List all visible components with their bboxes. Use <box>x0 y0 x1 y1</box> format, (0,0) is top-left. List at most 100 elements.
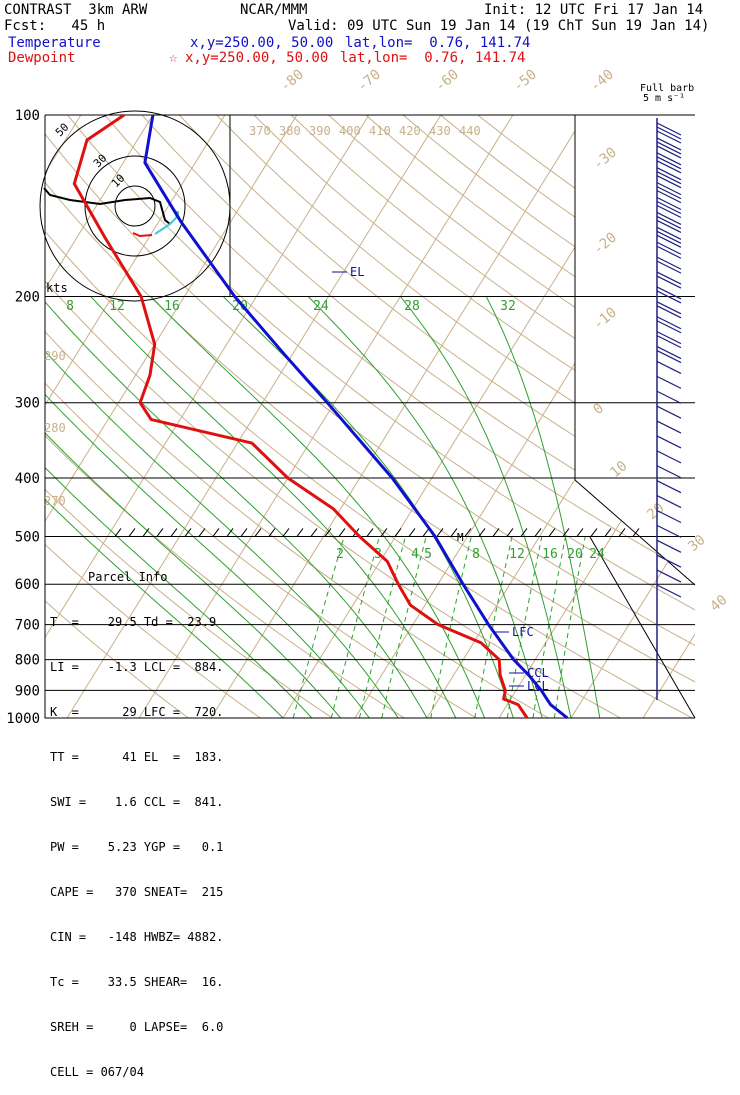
isotherm-label: -60 <box>432 67 462 96</box>
theta-side-label: 280 <box>44 421 66 435</box>
hatch-mark <box>171 528 177 536</box>
hatch-mark <box>213 528 219 536</box>
moist-adiabat-line <box>308 297 542 719</box>
moist-adiabat-line <box>486 297 600 719</box>
hatch-mark <box>409 528 415 536</box>
mixing-ratio-label: 2 <box>336 547 344 562</box>
dry-adiabat-line <box>440 115 740 718</box>
wind-barb <box>657 406 681 418</box>
parcel-row: SWI = 1.6 CCL = 841. <box>50 795 245 810</box>
mixing-ratio-label: 8 <box>66 299 74 314</box>
parcel-row: CIN = -148 HWBZ= 4882. <box>50 930 245 945</box>
mixing-ratio-label: 5 <box>424 547 432 562</box>
frame-diagonal <box>575 480 695 585</box>
dewpoint-xy: x,y=250.00, 50.00 <box>185 50 328 66</box>
wind-barb <box>657 361 681 373</box>
hatch-mark <box>591 528 597 536</box>
mixing-ratio-label: 12 <box>509 547 525 562</box>
theta-label: 430 <box>429 124 451 138</box>
temperature-xy: x,y=250.00, 50.00 <box>190 35 333 51</box>
init-time: Init: 12 UTC Fri 17 Jan 14 <box>484 2 703 18</box>
hatch-mark <box>507 528 513 536</box>
isotherm-label: -40 <box>587 67 617 96</box>
hatch-mark <box>129 528 135 536</box>
hodograph-ring <box>115 186 155 226</box>
isotherm-label: -10 <box>590 305 620 334</box>
hatch-mark <box>549 528 555 536</box>
mixing-ratio-label: 32 <box>500 299 516 314</box>
theta-label: 400 <box>339 124 361 138</box>
wind-barb <box>657 555 681 567</box>
hatch-mark <box>297 528 303 536</box>
hatch-mark <box>311 528 317 536</box>
mixing-ratio-label: 20 <box>567 547 583 562</box>
marker-label: M <box>457 531 464 544</box>
wind-barb <box>657 570 681 582</box>
lfc-label: LFC <box>512 625 534 639</box>
parcel-info-title: Parcel Info <box>50 570 245 585</box>
isotherm-label: 30 <box>685 532 708 555</box>
temperature-latlon: lat,lon= 0.76, 141.74 <box>345 35 530 51</box>
wind-barbs <box>657 118 681 700</box>
pressure-label: 700 <box>15 618 40 634</box>
theta-side-label: 270 <box>44 494 66 508</box>
parcel-row: Tc = 33.5 SHEAR= 16. <box>50 975 245 990</box>
parcel-row: K = 29 LFC = 720. <box>50 705 245 720</box>
isotherm-line <box>499 115 740 718</box>
center-title: NCAR/MMM <box>240 2 307 18</box>
hatch-mark <box>577 528 583 536</box>
parcel-row: LI = -1.3 LCL = 884. <box>50 660 245 675</box>
hatch-mark <box>339 528 345 536</box>
hatch-mark <box>115 528 121 536</box>
mixing-ratio-label: 12 <box>109 299 125 314</box>
lcl-label: LCL <box>527 679 549 693</box>
isotherm-label: -30 <box>590 145 620 174</box>
isotherm-label: 40 <box>707 592 730 615</box>
hodograph-ring <box>40 111 230 301</box>
pressure-label: 300 <box>15 396 40 412</box>
pressure-label: 900 <box>15 683 40 699</box>
isotherm-label: -20 <box>590 230 620 259</box>
mixing-ratio-label: 4 <box>411 547 419 562</box>
wind-barb <box>657 391 681 403</box>
mixing-ratio-label: 24 <box>589 547 605 562</box>
theta-label: 420 <box>399 124 421 138</box>
wind-barb <box>657 466 681 478</box>
parcel-row: CELL = 067/04 <box>50 1065 245 1080</box>
hatch-mark <box>605 528 611 536</box>
hodograph-ring-label: 50 <box>53 121 72 140</box>
hatch-mark <box>199 528 205 536</box>
isotherm-label: -70 <box>354 67 384 96</box>
hatch-mark <box>367 528 373 536</box>
wind-barb <box>657 421 681 433</box>
isotherm-line <box>715 115 740 718</box>
hodograph-trace-mid <box>155 224 170 234</box>
pressure-label: 400 <box>15 471 40 487</box>
model-title: CONTRAST 3km ARW <box>4 2 147 18</box>
barb-legend-line2: 5 m s⁻¹ <box>643 94 685 104</box>
hodograph-ring-label: 30 <box>91 152 110 171</box>
hatch-mark <box>283 528 289 536</box>
wind-barb <box>657 525 681 537</box>
valid-time: Valid: 09 UTC Sun 19 Jan 14 (19 ChT Sun … <box>288 18 709 34</box>
hatch-mark <box>479 528 485 536</box>
pressure-label: 100 <box>15 108 40 124</box>
ccl-label: CCL <box>527 666 549 680</box>
isotherm-label: -50 <box>510 67 540 96</box>
wind-barb <box>657 481 681 493</box>
mixing-ratio-label: 8 <box>472 547 480 562</box>
pressure-label: 800 <box>15 653 40 669</box>
dewpoint-legend: Dewpoint <box>8 50 75 66</box>
hatch-mark <box>423 528 429 536</box>
parcel-row: SREH = 0 LAPSE= 6.0 <box>50 1020 245 1035</box>
wind-barb <box>657 376 681 388</box>
hatch-mark <box>395 528 401 536</box>
parcel-row: CAPE = 370 SNEAT= 215 <box>50 885 245 900</box>
dry-adiabat-line <box>403 115 740 718</box>
dry-adiabat-line <box>179 115 740 718</box>
mixing-ratio-label: 16 <box>164 299 180 314</box>
pressure-label: 600 <box>15 577 40 593</box>
isotherm-label: 20 <box>644 500 667 523</box>
